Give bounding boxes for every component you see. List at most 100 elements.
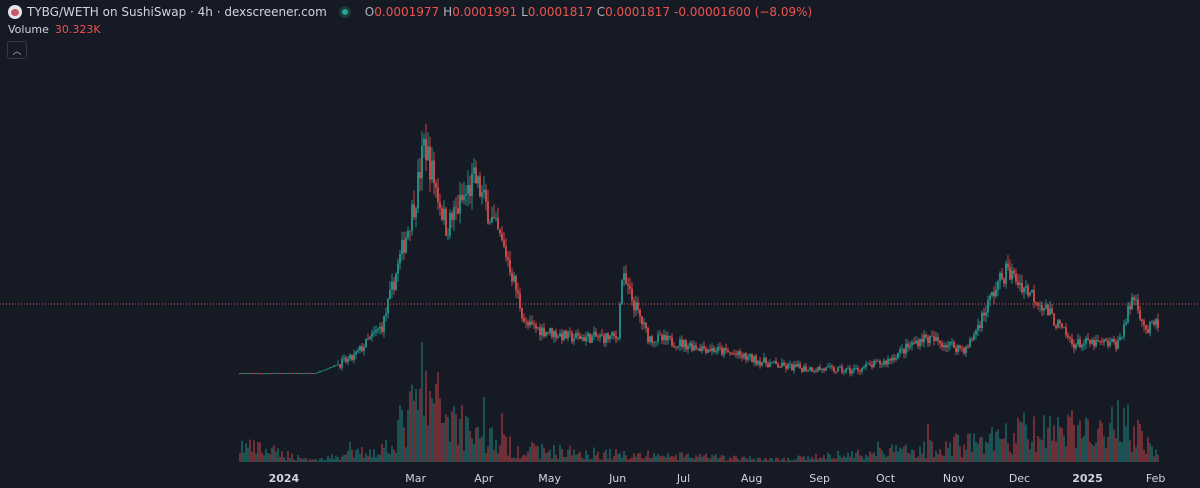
- volume-bar: [821, 458, 823, 462]
- volume-bar: [379, 454, 381, 462]
- candle-body: [1131, 296, 1133, 310]
- volume-bar: [291, 453, 293, 462]
- volume-bar: [581, 457, 583, 462]
- candle-body: [1115, 341, 1117, 349]
- candle-body: [335, 365, 337, 367]
- volume-bar: [767, 460, 769, 462]
- candle-body: [347, 358, 349, 362]
- candle-body: [1097, 340, 1099, 341]
- volume-bar: [479, 438, 481, 462]
- candle-body: [831, 365, 833, 368]
- candle-body: [711, 347, 713, 352]
- candle-body: [915, 340, 917, 344]
- candle-body: [783, 362, 785, 366]
- candle-body: [651, 336, 653, 343]
- volume-bar: [531, 442, 533, 462]
- high-key: H: [443, 5, 453, 19]
- candle-body: [733, 353, 735, 355]
- candle-body: [415, 208, 417, 218]
- volume-bar: [1053, 425, 1055, 462]
- candle-body: [1047, 304, 1049, 316]
- volume-bar: [399, 405, 401, 462]
- volume-bar: [861, 456, 863, 462]
- volume-label: Volume: [8, 23, 49, 36]
- volume-bar: [889, 448, 891, 462]
- candle-body: [429, 146, 431, 180]
- volume-bar: [1031, 441, 1033, 462]
- volume-bar: [967, 433, 969, 462]
- candle-body: [261, 373, 263, 375]
- candle-body: [251, 373, 253, 374]
- x-tick-label: Feb: [1146, 472, 1165, 485]
- volume-bar: [515, 458, 517, 462]
- collapse-button[interactable]: ︿: [7, 41, 27, 59]
- volume-bar: [1047, 427, 1049, 462]
- volume-bar: [401, 409, 403, 462]
- candle-body: [885, 360, 887, 365]
- volume-bar: [337, 457, 339, 462]
- candle-body: [349, 355, 351, 359]
- volume-bar: [489, 428, 491, 462]
- volume-bar: [287, 451, 289, 462]
- volume-bar: [715, 454, 717, 462]
- candle-body: [1147, 328, 1149, 333]
- candle-body: [611, 332, 613, 336]
- volume-bar: [669, 456, 671, 462]
- volume-bar: [239, 452, 241, 462]
- volume-bar: [285, 460, 287, 462]
- candle-body: [427, 146, 429, 161]
- volume-bar: [613, 455, 615, 462]
- volume-bar: [701, 456, 703, 462]
- candle-body: [899, 349, 901, 353]
- candles-layer: [239, 123, 1159, 377]
- volume-bar: [897, 451, 899, 462]
- volume-bar: [841, 457, 843, 462]
- volume-bar: [981, 436, 983, 462]
- volume-bar: [499, 445, 501, 462]
- volume-bar: [1059, 426, 1061, 462]
- volume-bar: [845, 457, 847, 462]
- volume-bar: [811, 456, 813, 462]
- x-tick-label: 2024: [269, 472, 300, 485]
- candle-body: [703, 346, 705, 349]
- candle-body: [627, 283, 629, 286]
- volume-bar: [1005, 423, 1007, 462]
- volume-bar: [893, 451, 895, 462]
- candle-body: [745, 353, 747, 360]
- candle-body: [715, 351, 717, 353]
- volume-bar: [491, 427, 493, 462]
- candle-body: [597, 336, 599, 338]
- candle-body: [821, 368, 823, 370]
- volume-bar: [993, 450, 995, 462]
- volume-bar: [1133, 426, 1135, 462]
- volume-bar: [303, 458, 305, 462]
- candle-body: [337, 364, 339, 366]
- volume-bar: [419, 388, 421, 462]
- volume-bar: [781, 459, 783, 462]
- volume-bar: [369, 449, 371, 462]
- candle-body: [365, 338, 367, 348]
- candle-body: [1059, 320, 1061, 324]
- volume-bar: [1009, 451, 1011, 462]
- candle-body: [895, 358, 897, 360]
- candle-body: [395, 274, 397, 291]
- candle-body: [729, 352, 731, 354]
- volume-bar: [339, 459, 341, 462]
- volume-bar: [451, 411, 453, 462]
- volume-bar: [933, 457, 935, 462]
- candle-body: [543, 327, 545, 336]
- volume-value: 30.323K: [54, 23, 101, 36]
- candle-body: [465, 193, 467, 196]
- candle-body: [893, 357, 895, 360]
- candle-body: [1025, 285, 1027, 288]
- volume-bar: [527, 451, 529, 462]
- candle-body: [525, 321, 527, 323]
- candle-body: [321, 370, 323, 372]
- volume-bar: [1029, 449, 1031, 462]
- candle-body: [755, 355, 757, 365]
- candle-body: [559, 333, 561, 337]
- candle-body: [891, 357, 893, 361]
- volume-bar: [797, 455, 799, 462]
- volume-bar: [1011, 453, 1013, 462]
